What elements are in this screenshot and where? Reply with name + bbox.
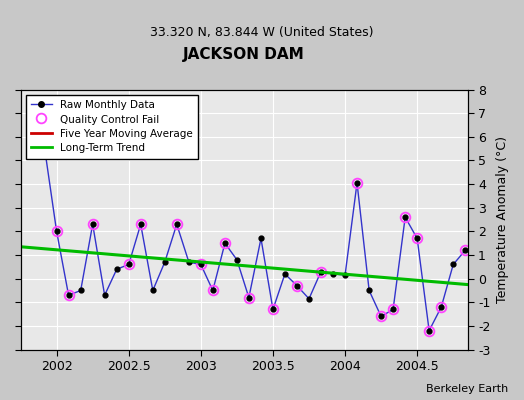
- Y-axis label: Temperature Anomaly (°C): Temperature Anomaly (°C): [496, 136, 509, 303]
- Text: 33.320 N, 83.844 W (United States): 33.320 N, 83.844 W (United States): [150, 26, 374, 39]
- Text: Berkeley Earth: Berkeley Earth: [426, 384, 508, 394]
- Legend: Raw Monthly Data, Quality Control Fail, Five Year Moving Average, Long-Term Tren: Raw Monthly Data, Quality Control Fail, …: [26, 95, 198, 158]
- Title: JACKSON DAM: JACKSON DAM: [183, 47, 305, 62]
